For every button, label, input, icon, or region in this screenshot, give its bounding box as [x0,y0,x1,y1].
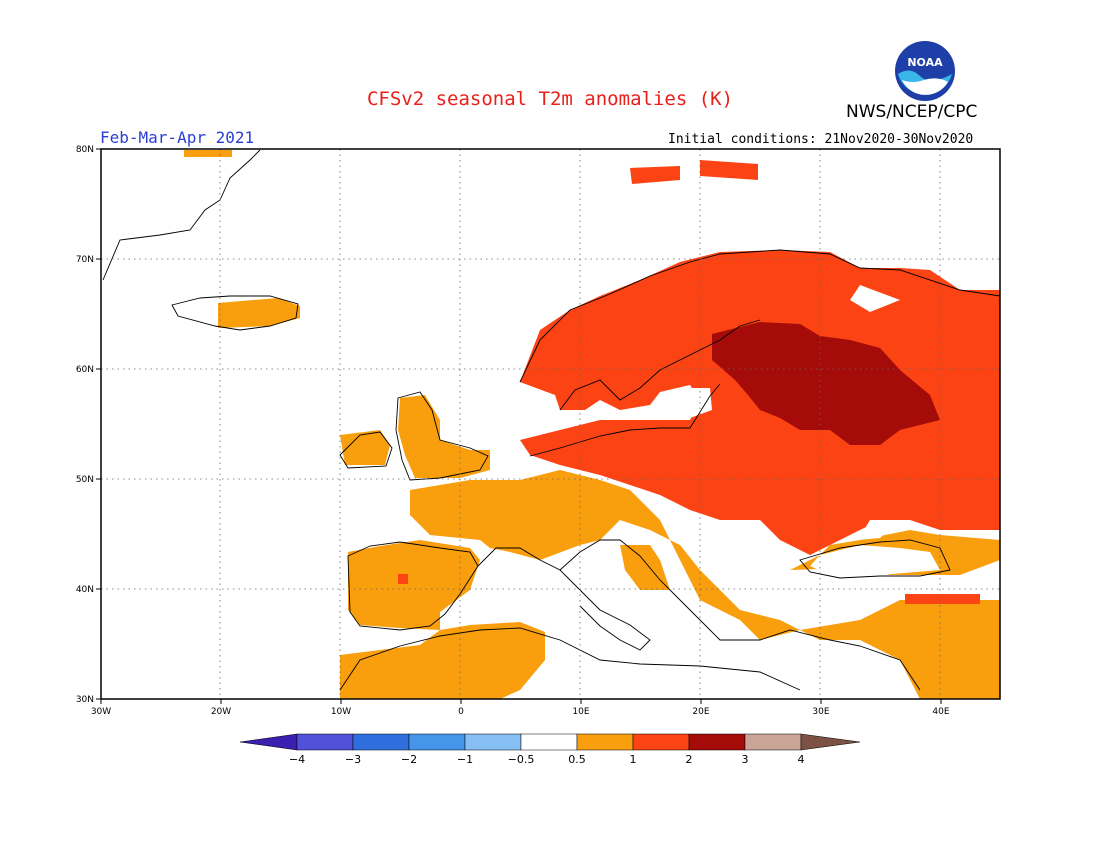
agency-label: NWS/NCEP/CPC [846,102,978,122]
initial-conditions: Initial conditions: 21Nov2020-30Nov2020 [668,132,974,147]
lat-axis: 80N 70N 60N 50N 40N 30N [76,145,101,705]
noaa-logo-text: NOAA [907,56,943,69]
colorbar: −4 −3 −2 −1 −0.5 0.5 1 2 3 4 [239,733,861,766]
colorbar-label: 2 [686,753,693,766]
lat-tick-label: 80N [76,145,94,155]
colorbar-label: 3 [742,753,749,766]
lat-tick-label: 70N [76,255,94,265]
lon-axis: 30W 20W 10W 0 10E 20E 30E 40E [91,699,950,717]
lon-tick-label: 20W [211,707,231,717]
colorbar-segment [632,733,690,751]
colorbar-segment [296,733,354,751]
lon-tick-label: 40E [932,707,949,717]
colorbar-label: −4 [289,753,305,766]
colorbar-segment [576,733,634,751]
lat-tick-label: 50N [76,475,94,485]
colorbar-label: −3 [345,753,361,766]
lon-tick-label: 0 [458,707,464,717]
lat-tick-label: 60N [76,365,94,375]
colorbar-label: 4 [798,753,805,766]
plot-frame [100,148,1001,700]
colorbar-label: −2 [401,753,417,766]
colorbar-label: 1 [630,753,637,766]
colorbar-segment [352,733,410,751]
colorbar-min-arrow [239,733,298,751]
lon-tick-label: 10W [331,707,351,717]
forecast-period: Feb-Mar-Apr 2021 [100,128,255,147]
lat-tick-label: 40N [76,585,94,595]
colorbar-segment [520,733,578,751]
colorbar-label: 0.5 [568,753,586,766]
lat-tick-label: 30N [76,695,94,705]
colorbar-label: −0.5 [508,753,535,766]
noaa-logo-icon: NOAA [895,41,955,101]
colorbar-max-arrow [800,733,861,751]
colorbar-segment [408,733,466,751]
lon-tick-label: 20E [692,707,709,717]
colorbar-segment [744,733,802,751]
lon-tick-label: 30W [91,707,111,717]
gridlines [101,149,1000,699]
colorbar-label: −1 [457,753,473,766]
coastlines [102,149,1001,691]
colorbar-segment [464,733,522,751]
colorbar-segment [688,733,746,751]
lon-tick-label: 10E [572,707,589,717]
chart-title: CFSv2 seasonal T2m anomalies (K) [366,88,734,110]
lon-tick-label: 30E [812,707,829,717]
